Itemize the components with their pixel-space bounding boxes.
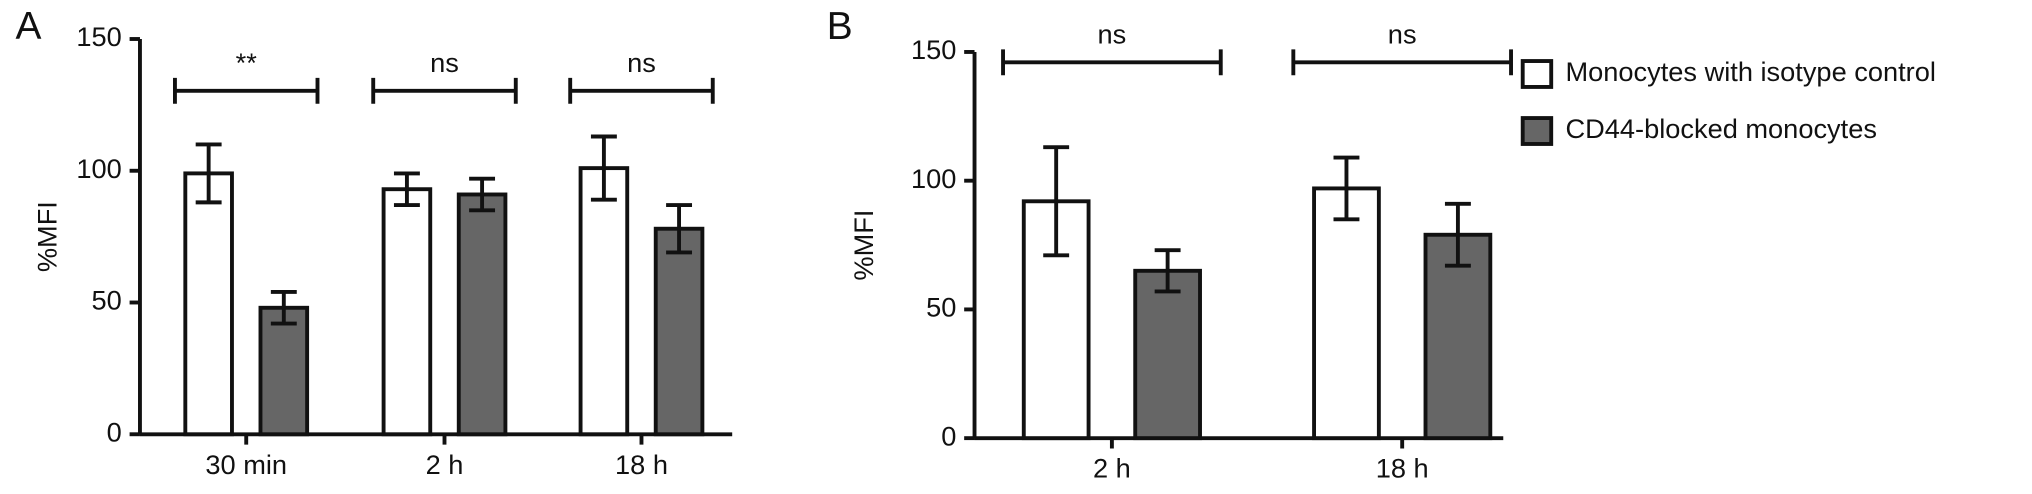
significance-label: ns bbox=[1098, 19, 1127, 50]
error-bar bbox=[1444, 201, 1471, 268]
error-bar bbox=[1043, 145, 1070, 258]
y-tick-label: 150 bbox=[76, 21, 121, 52]
y-axis-label: %MFI bbox=[31, 201, 62, 272]
bar bbox=[578, 166, 630, 437]
significance-label: ** bbox=[236, 47, 258, 78]
error-bar bbox=[1333, 155, 1360, 222]
bar bbox=[1133, 268, 1202, 441]
y-tick-label: 150 bbox=[911, 34, 956, 65]
bar bbox=[653, 226, 705, 437]
error-bar bbox=[590, 134, 617, 202]
bar bbox=[258, 305, 310, 437]
error-bar bbox=[195, 142, 222, 205]
x-tick-label: 2 h bbox=[426, 449, 464, 480]
y-axis-label: %MFI bbox=[848, 210, 879, 281]
significance-label: ns bbox=[627, 47, 656, 78]
bar bbox=[381, 187, 433, 437]
error-bar bbox=[469, 176, 496, 213]
error-bar bbox=[1154, 248, 1181, 294]
significance-bracket bbox=[1001, 49, 1223, 76]
y-tick-label: 100 bbox=[76, 153, 121, 184]
significance-label: ns bbox=[1388, 19, 1417, 50]
significance-bracket bbox=[568, 77, 715, 104]
panel-label: B bbox=[827, 5, 853, 48]
x-tick-label: 18 h bbox=[615, 449, 668, 480]
x-tick-label: 18 h bbox=[1376, 453, 1429, 484]
significance-bracket bbox=[371, 77, 518, 104]
x-tick-label: 30 min bbox=[205, 449, 287, 480]
y-tick-label: 50 bbox=[926, 292, 956, 323]
legend-swatch bbox=[1520, 116, 1554, 146]
x-tick-label: 2 h bbox=[1093, 453, 1131, 484]
error-bar bbox=[393, 171, 420, 207]
significance-label: ns bbox=[430, 47, 459, 78]
significance-bracket bbox=[173, 77, 320, 104]
y-tick-label: 50 bbox=[92, 285, 122, 316]
legend-label: CD44-blocked monocytes bbox=[1565, 113, 1876, 144]
y-tick-label: 0 bbox=[107, 416, 122, 447]
legend-swatch bbox=[1520, 59, 1554, 89]
bar bbox=[1312, 186, 1381, 441]
bar bbox=[456, 192, 508, 437]
y-tick-label: 100 bbox=[911, 163, 956, 194]
bar bbox=[183, 171, 234, 437]
y-tick-label: 0 bbox=[941, 420, 956, 451]
legend-label: Monocytes with isotype control bbox=[1565, 56, 1935, 87]
panel-label: A bbox=[16, 5, 42, 48]
significance-bracket bbox=[1291, 49, 1513, 76]
error-bar bbox=[666, 203, 693, 255]
error-bar bbox=[270, 290, 297, 326]
